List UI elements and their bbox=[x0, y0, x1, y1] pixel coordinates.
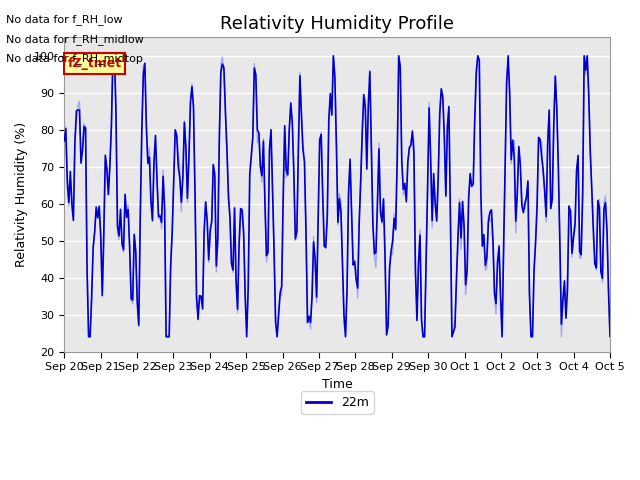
X-axis label: Time: Time bbox=[322, 377, 353, 391]
Text: No data for f_RH_low: No data for f_RH_low bbox=[6, 14, 123, 25]
Legend: 22m: 22m bbox=[301, 391, 374, 414]
Text: No data for f_RH_midlow: No data for f_RH_midlow bbox=[6, 34, 144, 45]
Y-axis label: Relativity Humidity (%): Relativity Humidity (%) bbox=[15, 122, 28, 267]
Text: No data for f_RH_midtop: No data for f_RH_midtop bbox=[6, 53, 143, 64]
Text: fZ_tmet: fZ_tmet bbox=[67, 57, 122, 70]
Title: Relativity Humidity Profile: Relativity Humidity Profile bbox=[220, 15, 454, 33]
